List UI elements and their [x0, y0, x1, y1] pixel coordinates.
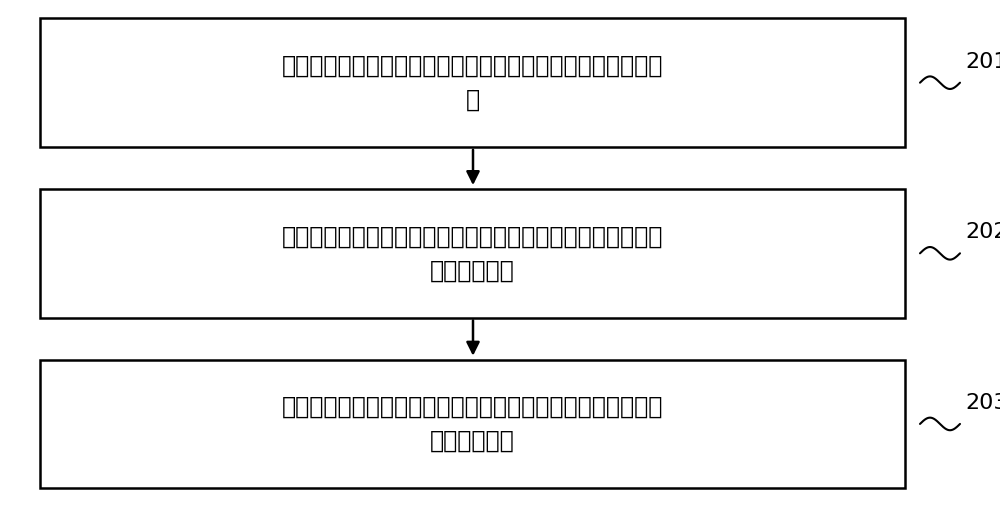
Text: 203: 203 — [965, 393, 1000, 413]
Text: 电子设备获取目标采样时间段之前的各个历史采样时间段的历: 电子设备获取目标采样时间段之前的各个历史采样时间段的历 — [282, 224, 663, 248]
Text: 201: 201 — [965, 51, 1000, 72]
Text: 电子设备将目标消耗电能值和各历史消耗电能值的和值作为累: 电子设备将目标消耗电能值和各历史消耗电能值的和值作为累 — [282, 395, 663, 419]
Text: 计消耗电能值: 计消耗电能值 — [430, 429, 515, 453]
Bar — [40, 18, 905, 147]
Bar — [40, 189, 905, 318]
Bar — [40, 360, 905, 488]
Text: 电子设备获取目标时刻所属的目标采样时间段的目标消耗电能: 电子设备获取目标时刻所属的目标采样时间段的目标消耗电能 — [282, 54, 663, 78]
Text: 值: 值 — [465, 88, 480, 112]
Text: 202: 202 — [965, 222, 1000, 243]
Text: 史消耗电能值: 史消耗电能值 — [430, 258, 515, 282]
